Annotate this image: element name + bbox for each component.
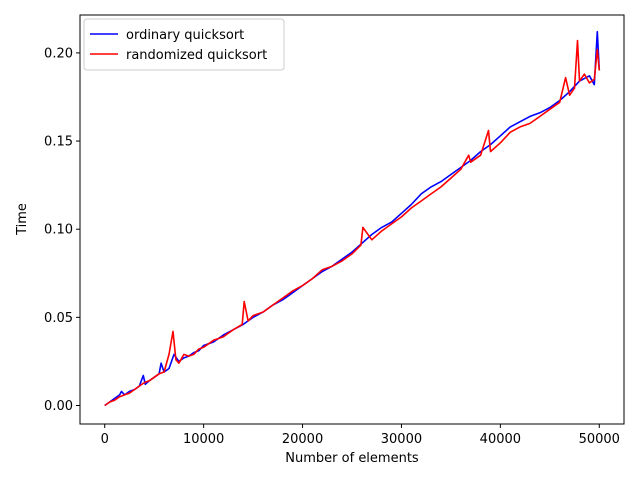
- x-axis-ticks: 0 10000 20000 30000 40000 50000: [101, 424, 620, 447]
- y-tick-label: 0.05: [44, 311, 73, 326]
- x-tick-label: 50000: [579, 432, 620, 447]
- legend: ordinary quicksort randomized quicksort: [83, 18, 285, 71]
- series-line-randomized-quicksort: [104, 39, 601, 407]
- y-tick-label: 0.15: [44, 135, 73, 150]
- x-axis-label: Number of elements: [285, 451, 419, 466]
- legend-label-ordinary: ordinary quicksort: [126, 28, 244, 43]
- x-tick-label: 40000: [480, 432, 521, 447]
- x-tick-label: 0: [101, 432, 109, 447]
- x-tick-label: 10000: [183, 432, 224, 447]
- y-axis-ticks: 0.00 0.05 0.10 0.15 0.20: [44, 46, 80, 414]
- y-tick-label: 0.00: [44, 399, 73, 414]
- x-tick-label: 20000: [282, 432, 323, 447]
- series-layer: [104, 30, 601, 407]
- y-tick-label: 0.10: [44, 223, 73, 238]
- y-tick-label: 0.20: [44, 46, 73, 61]
- legend-box: [83, 18, 285, 71]
- x-tick-label: 30000: [381, 432, 422, 447]
- plot-frame: [79, 14, 625, 425]
- y-axis-label: Time: [15, 203, 30, 236]
- legend-label-randomized: randomized quicksort: [126, 48, 267, 63]
